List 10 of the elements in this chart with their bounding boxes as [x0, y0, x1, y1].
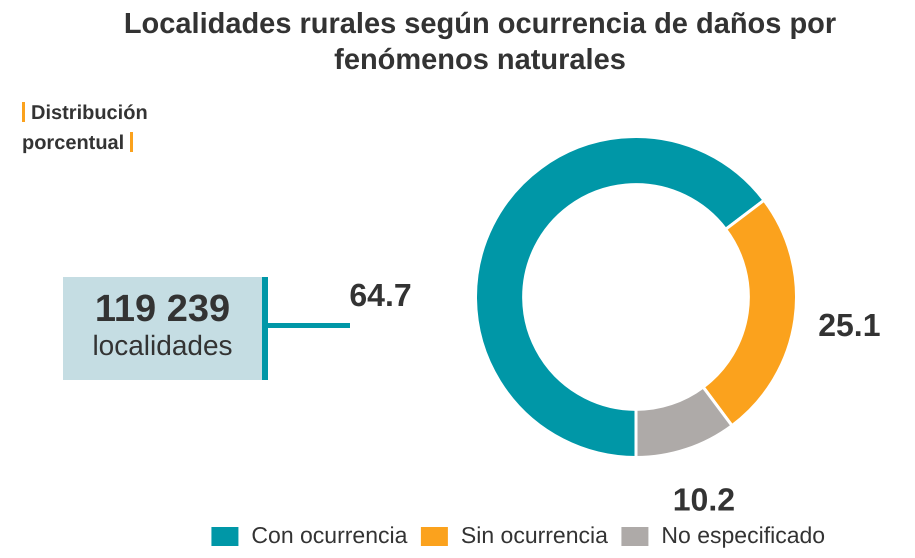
text: 119 239 — [94, 288, 232, 330]
text: localidades — [91, 329, 234, 363]
data-label: 25.1 — [818, 307, 880, 344]
chart-subtitle: Distribución porcentual — [22, 102, 148, 154]
data-label: 10.2 — [672, 481, 736, 518]
chart-title: Localidades rurales según ocurrencia de daños por fenómenos naturales — [122, 7, 838, 78]
data-label: 64.7 — [349, 276, 412, 313]
legend-label: No especificado — [661, 522, 826, 548]
legend-label: Con ocurrencia — [251, 522, 408, 548]
legend-label: Sin ocurrencia — [460, 522, 608, 548]
